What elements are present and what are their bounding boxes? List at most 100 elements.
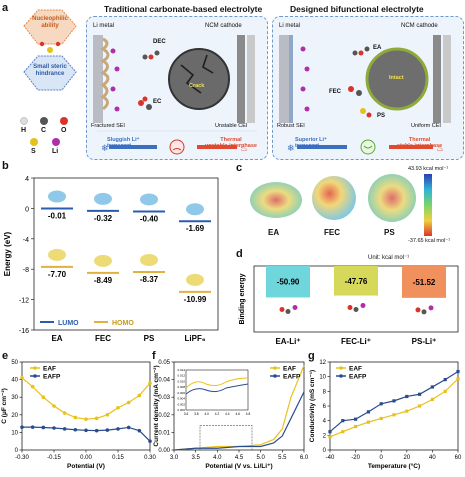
x-tick-label: 20 bbox=[403, 455, 410, 461]
inset-frame bbox=[185, 369, 249, 411]
y-tick-label: 0.04 bbox=[158, 378, 170, 384]
concept-top-text: Nucleophilic ability bbox=[18, 16, 82, 30]
data-point bbox=[430, 385, 434, 389]
legend-marker bbox=[339, 366, 343, 370]
right-scheme: ❄ ♨ Li metal NCM cathode EA FEC PS Intac… bbox=[272, 16, 464, 160]
concept-bottom-text: Small steric hindrance bbox=[18, 64, 82, 78]
inset-x-tick-label: 4.0 bbox=[204, 412, 209, 416]
fractured-sei-label: Fractured SEI bbox=[91, 123, 125, 129]
data-point bbox=[366, 420, 370, 424]
legend-label: EAFP bbox=[283, 374, 301, 381]
ps-label: PS bbox=[377, 113, 386, 119]
superior-line2: transport bbox=[295, 143, 320, 149]
ec-label: EC bbox=[153, 99, 162, 105]
sluggish-line1: Sluggish Li⁺ bbox=[107, 137, 140, 143]
data-point bbox=[418, 392, 422, 396]
esp-ea-label: EA bbox=[268, 228, 280, 237]
legend-label: EAFP bbox=[43, 374, 61, 381]
lumo-orbital-icon bbox=[48, 190, 66, 203]
data-point bbox=[366, 410, 370, 414]
inset-x-tick-label: 3.6 bbox=[184, 412, 189, 416]
y-tick-label: 0.05 bbox=[158, 360, 170, 366]
homo-orbital-icon bbox=[48, 248, 66, 261]
x-tick-label: 3.0 bbox=[170, 455, 179, 461]
data-point bbox=[456, 369, 460, 374]
atom-li-label: Li bbox=[52, 148, 59, 155]
concept-bottom-line2: hindrance bbox=[35, 71, 65, 77]
y-tick-label: 50 bbox=[11, 360, 18, 366]
x-category-label: PS bbox=[144, 334, 155, 343]
concept-top-line1: Nucleophilic bbox=[32, 16, 68, 22]
svg-text:♨: ♨ bbox=[240, 143, 248, 153]
atom-o-label: O bbox=[61, 127, 67, 134]
unstable-cei-label: Unstable CEI bbox=[215, 123, 248, 129]
x-tick-label: -0.30 bbox=[15, 455, 29, 461]
sluggish-transport-text: Sluggish Li⁺ transport bbox=[107, 137, 140, 149]
homo-value-label: -8.37 bbox=[140, 275, 159, 284]
data-point bbox=[94, 416, 99, 421]
y-tick-label: 0.03 bbox=[158, 395, 170, 401]
right-scheme-title: Designed bifunctional electrolyte bbox=[290, 4, 424, 14]
superior-line1: Superior Li⁺ bbox=[295, 137, 327, 143]
x-tick-label: -20 bbox=[351, 455, 360, 461]
molecule-atom-icon bbox=[421, 309, 427, 315]
y-tick-label: 0 bbox=[323, 448, 327, 454]
x-tick-label: -0.15 bbox=[47, 455, 61, 461]
energy-level-chart: 4 0 -4 -8 -12 -16 Energy (eV) -0.01 -7.70 EA -0.32… bbox=[3, 176, 219, 343]
robust-sei-label: Robust SEI bbox=[277, 123, 305, 129]
x-category-label: EA-Li⁺ bbox=[275, 337, 300, 346]
left-scheme: ❄ ♨ Li metal NCM cathode DEC EC Crack Fr… bbox=[86, 16, 268, 160]
legend-marker bbox=[33, 374, 37, 378]
legend-lumo-label: LUMO bbox=[58, 320, 79, 327]
legend-marker bbox=[273, 366, 277, 370]
legend-marker bbox=[339, 374, 343, 378]
atom-c-label: C bbox=[41, 127, 47, 134]
y-tick-label: 12 bbox=[319, 360, 326, 366]
data-point bbox=[84, 428, 88, 433]
li-ion-icon bbox=[428, 305, 434, 311]
inset-y-tick-label: 0.012 bbox=[177, 374, 185, 378]
li-ion-icon bbox=[292, 304, 298, 310]
y-tick-label: 30 bbox=[11, 395, 18, 401]
y-tick-label: 40 bbox=[11, 378, 18, 384]
data-point bbox=[52, 426, 56, 430]
esp-scale-max: 43.93 kcal mol⁻¹ bbox=[408, 166, 449, 172]
panel-a-label: a bbox=[2, 2, 9, 14]
thermal-stable-line2: stable interphase bbox=[397, 143, 443, 149]
esp-scale-min: -37.65 kcal mol⁻¹ bbox=[408, 238, 451, 244]
legend-label: EAF bbox=[43, 366, 56, 373]
y-axis-label: Current density (mA cm⁻²) bbox=[153, 365, 160, 446]
lumo-orbital-icon bbox=[94, 192, 112, 205]
x-category-label: LiPF₆ bbox=[185, 334, 206, 343]
svg-text:❄: ❄ bbox=[101, 143, 109, 153]
atom-s-label: S bbox=[31, 148, 36, 155]
series-line-eaf bbox=[329, 378, 459, 438]
inset-y-tick-label: 0.000 bbox=[177, 408, 185, 412]
esp-graphic bbox=[250, 174, 432, 236]
lumo-value-label: -1.69 bbox=[186, 224, 205, 233]
data-point bbox=[379, 402, 383, 406]
sluggish-line2: transport bbox=[107, 143, 132, 149]
y-tick-label: 10 bbox=[11, 430, 18, 436]
data-point bbox=[405, 394, 409, 399]
left-scheme-graphic: ❄ ♨ bbox=[93, 35, 257, 155]
inset-eaf-line bbox=[185, 377, 249, 389]
panel-b-label: b bbox=[2, 160, 9, 172]
concept-box: Nucleophilic ability Small steric hindra… bbox=[18, 4, 82, 112]
data-point bbox=[20, 425, 24, 429]
data-point bbox=[392, 413, 396, 417]
data-point bbox=[328, 435, 332, 439]
molecule-atom-icon bbox=[415, 307, 421, 313]
inset-y-tick-label: 0.008 bbox=[177, 385, 185, 389]
data-point bbox=[84, 417, 88, 421]
x-category-label: EA bbox=[51, 334, 62, 343]
esp-maps: EA FEC PS 43.93 kcal mol⁻¹ -37.65 kcal m… bbox=[246, 166, 465, 248]
legend-label: EAFP bbox=[349, 374, 367, 381]
molecule-atom-icon bbox=[285, 308, 291, 314]
bar-value-label: -51.52 bbox=[413, 278, 436, 287]
x-tick-label: 5.5 bbox=[278, 455, 287, 461]
y-tick-label: 0.02 bbox=[158, 413, 170, 419]
data-point bbox=[126, 425, 131, 430]
inset-x-tick-label: 4.2 bbox=[215, 412, 220, 416]
bar-value-label: -50.90 bbox=[277, 278, 300, 287]
